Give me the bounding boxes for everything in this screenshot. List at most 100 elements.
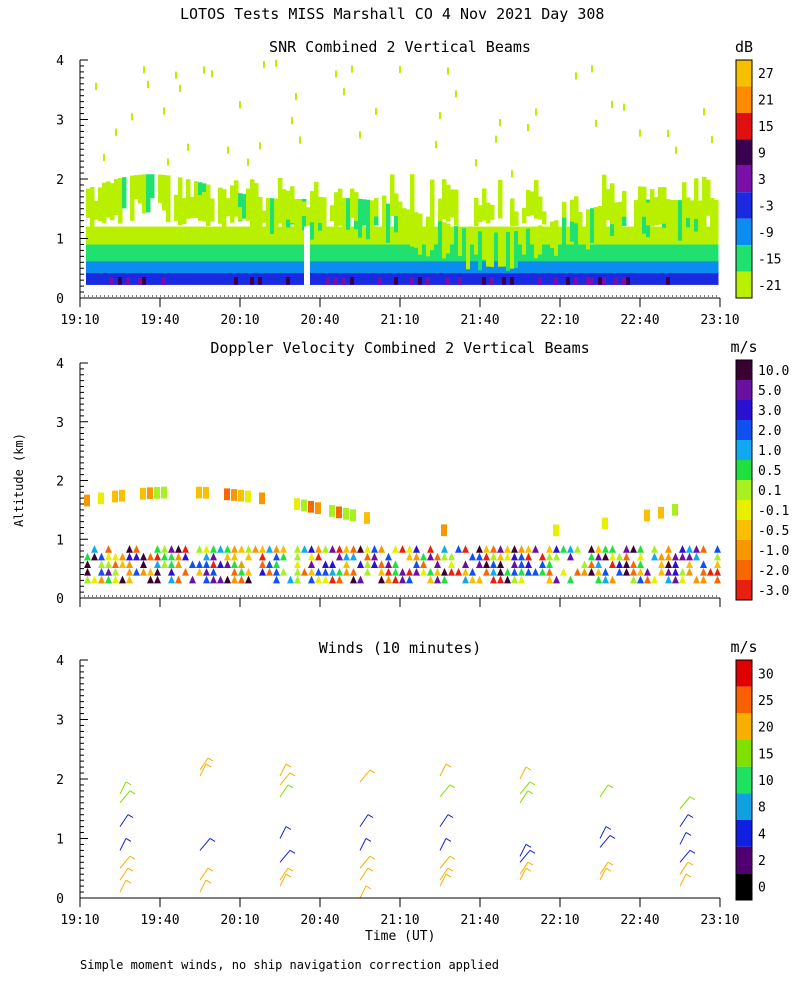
wind-barb	[199, 763, 207, 777]
colorbar-frame	[735, 359, 753, 601]
y-tick-label: 2	[56, 475, 64, 490]
velocity-cell	[301, 545, 308, 553]
snr-cell	[502, 232, 507, 267]
velocity-cell	[322, 568, 329, 576]
wind-barb	[279, 867, 289, 881]
snr-cell	[495, 135, 497, 143]
velocity-cell	[714, 568, 721, 576]
snr-cell	[530, 273, 535, 285]
snr-cell	[230, 244, 235, 262]
snr-cell	[650, 226, 655, 245]
snr-cell	[630, 273, 635, 285]
snr-cell	[170, 273, 175, 285]
snr-cell	[698, 226, 703, 245]
velocity-cell	[175, 575, 182, 584]
snr-cell	[446, 277, 450, 285]
colorbar-label: -9	[758, 226, 774, 241]
snr-cell	[194, 226, 199, 245]
snr-cell	[398, 206, 403, 242]
snr-cell	[686, 261, 691, 274]
wind-barb	[599, 835, 611, 848]
velocity-cell	[112, 552, 119, 561]
velocity-cell	[448, 560, 455, 569]
velocity-cell	[420, 560, 427, 569]
snr-cell	[90, 226, 95, 245]
snr-cell	[626, 244, 631, 262]
colorbar-segment	[736, 873, 752, 900]
snr-cell	[138, 277, 142, 285]
velocity-cell	[504, 568, 511, 576]
wind-barb	[199, 838, 211, 851]
snr-cell	[374, 226, 379, 245]
snr-cell	[494, 261, 499, 274]
velocity-cell	[203, 560, 210, 569]
velocity-cell	[175, 545, 182, 553]
snr-cell	[642, 244, 647, 262]
colorbar-segment	[736, 271, 752, 298]
snr-cell	[534, 180, 539, 219]
y-tick-label: 1	[56, 533, 64, 548]
snr-cell	[510, 231, 515, 269]
snr-cell	[86, 188, 91, 218]
wind-barb-flag	[525, 867, 532, 872]
velocity-cell	[490, 545, 497, 553]
snr-cell	[270, 198, 275, 235]
velocity-cell	[462, 568, 469, 576]
velocity-cell	[434, 560, 441, 569]
velocity-cell	[714, 552, 721, 561]
velocity-cell	[336, 506, 342, 519]
snr-cell	[390, 226, 395, 245]
velocity-cell	[539, 560, 546, 569]
velocity-cell	[413, 545, 420, 553]
snr-cell	[554, 261, 559, 274]
velocity-cell	[700, 575, 707, 584]
snr-cell	[178, 209, 183, 226]
velocity-cell	[287, 575, 294, 584]
snr-cell	[234, 180, 239, 217]
velocity-cell	[623, 560, 630, 569]
snr-cell	[150, 273, 155, 285]
snr-cell	[362, 226, 367, 245]
snr-cell	[626, 277, 630, 285]
wind-barb	[199, 757, 209, 771]
snr-cell	[222, 261, 227, 274]
colorbar-segment	[736, 740, 752, 767]
velocity-cell	[147, 568, 154, 576]
snr-cell	[291, 117, 293, 125]
snr-cell	[618, 201, 623, 234]
snr-cell	[650, 189, 655, 227]
snr-cell	[478, 205, 483, 222]
velocity-cell	[154, 486, 160, 499]
snr-cell	[106, 261, 111, 274]
snr-cell	[250, 277, 254, 285]
snr-cell	[450, 244, 455, 262]
snr-cell	[399, 66, 401, 74]
snr-cell	[118, 244, 123, 262]
snr-cell	[498, 232, 503, 267]
snr-cell	[190, 261, 195, 274]
velocity-cell	[672, 560, 679, 569]
velocity-cell	[637, 560, 644, 569]
velocity-cell	[168, 560, 175, 569]
snr-cell	[470, 226, 475, 245]
snr-cell	[254, 273, 259, 285]
snr-cell	[298, 273, 303, 285]
velocity-cell	[651, 545, 658, 553]
velocity-cell	[546, 568, 553, 576]
velocity-cell	[273, 560, 280, 569]
velocity-cell	[238, 560, 245, 569]
snr-cell	[438, 273, 443, 285]
snr-cell	[490, 204, 495, 220]
wind-barb-flag	[289, 772, 296, 777]
x-tick-label: 19:10	[60, 313, 99, 328]
velocity-cell	[308, 552, 315, 561]
snr-cell	[282, 261, 287, 274]
snr-cell	[266, 261, 271, 274]
panel-title: Doppler Velocity Combined 2 Vertical Bea…	[210, 339, 589, 357]
velocity-cell	[616, 568, 623, 576]
velocity-cell	[637, 568, 644, 576]
snr-cell	[154, 226, 159, 245]
snr-cell	[310, 191, 315, 223]
wind-barb-flag	[125, 879, 132, 884]
velocity-cell	[469, 552, 476, 561]
